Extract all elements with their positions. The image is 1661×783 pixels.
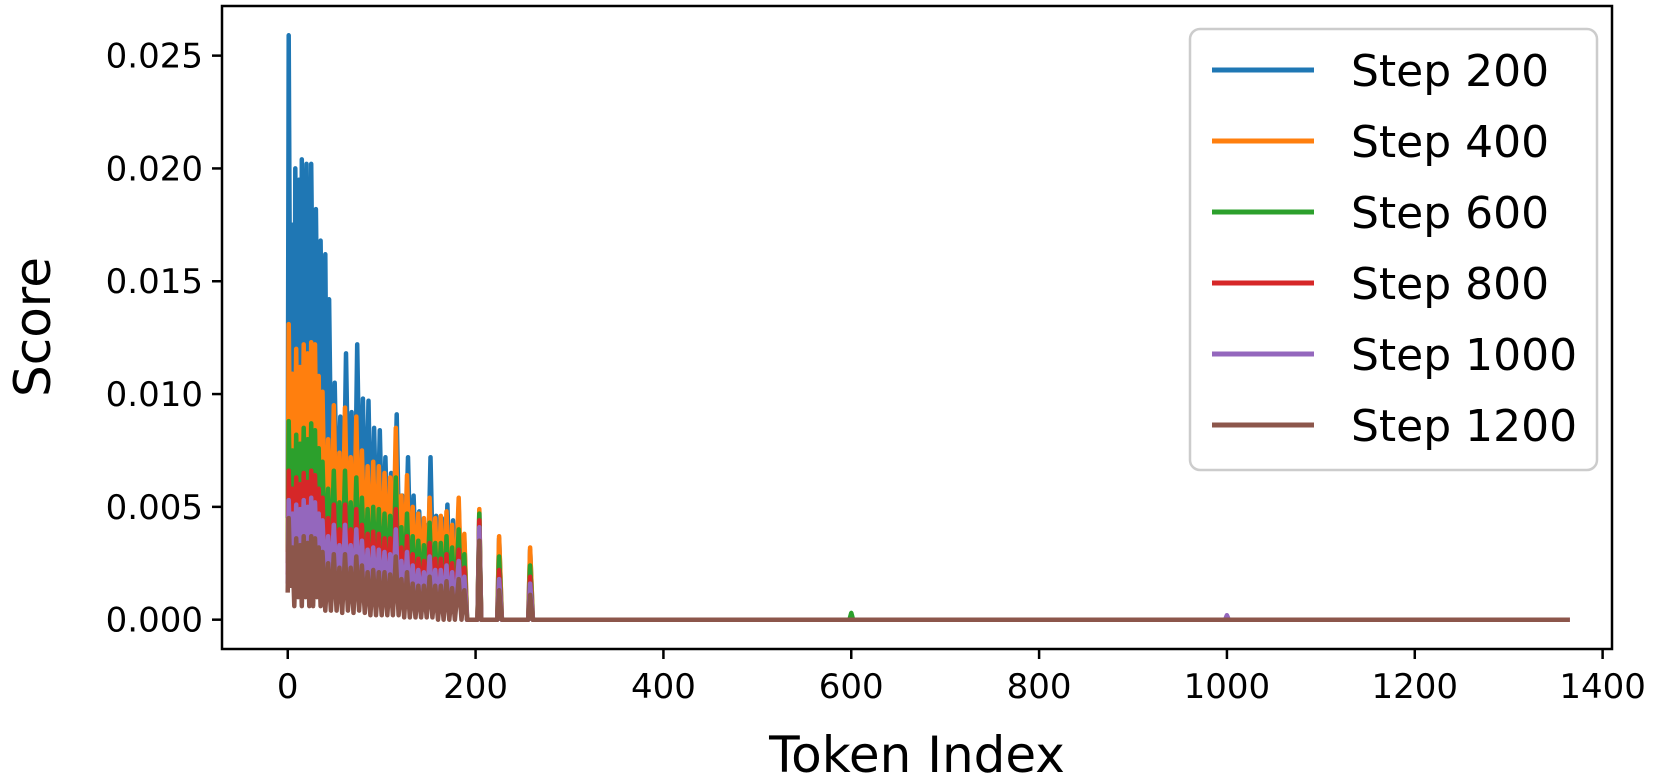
y-tick-label: 0.025 [106,37,203,77]
x-tick-label: 1000 [1184,667,1271,707]
legend-label-2: Step 400 [1351,117,1549,168]
x-axis: 0 200 400 600 800 1000 1200 1400 [277,649,1646,707]
legend-label-1: Step 200 [1351,46,1549,97]
y-tick-label: 0.010 [106,375,203,415]
legend: Step 200 Step 400 Step 600 Step 800 Step 100… [1188,27,1599,472]
y-tick-label: 0.000 [106,601,203,641]
x-tick-label: 1400 [1559,667,1646,707]
legend-label-6: Step 1200 [1351,401,1577,452]
y-axis: 0.000 0.005 0.010 0.015 0.020 0.025 [106,37,222,641]
y-tick-label: 0.015 [106,262,203,302]
x-axis-label: Token Index [768,726,1065,783]
series-layer [285,33,1570,622]
series-line-6 [285,515,1570,622]
y-tick-label: 0.005 [106,488,203,528]
plot-frame [220,4,1614,651]
y-axis-label: Score [4,257,62,397]
legend-label-4: Step 800 [1351,259,1549,310]
x-tick-label: 600 [819,667,884,707]
x-tick-label: 800 [1007,667,1072,707]
x-tick-label: 400 [631,667,696,707]
x-tick-label: 200 [443,667,508,707]
legend-label-5: Step 1000 [1351,330,1577,381]
x-tick-label: 0 [277,667,299,707]
y-tick-label: 0.020 [106,149,203,189]
x-tick-label: 1200 [1372,667,1459,707]
legend-label-3: Step 600 [1351,188,1549,239]
